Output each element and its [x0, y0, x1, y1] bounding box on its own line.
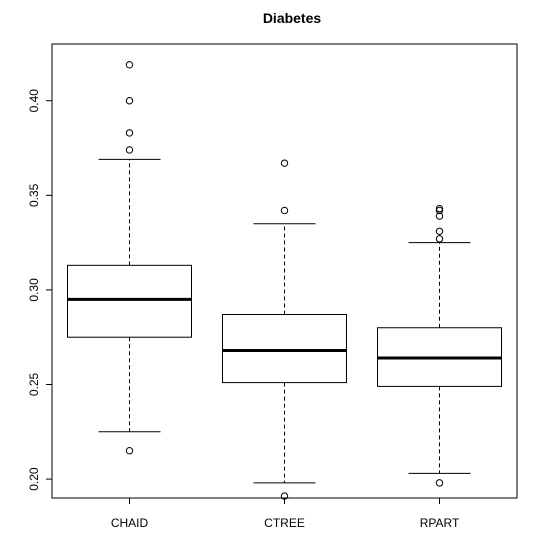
outlier-point: [435, 204, 444, 213]
outlier-point: [435, 227, 444, 235]
iqr-box: [67, 264, 192, 338]
box-rpart: [377, 204, 502, 487]
iqr-box: [222, 314, 347, 384]
outlier-point: [125, 129, 134, 137]
outlier-point: [435, 206, 444, 215]
y-tick-label: 0.35: [27, 183, 41, 207]
x-tick-label: CHAID: [111, 516, 149, 530]
outlier-point: [125, 61, 134, 69]
plot-area: 0.20 0.25 0.30 0.35 0.40 CHAID CTREE RPART: [27, 43, 518, 530]
outlier-point: [280, 206, 289, 215]
outlier-point: [435, 235, 444, 243]
outlier-point: [280, 159, 289, 167]
x-tick-label: CTREE: [264, 516, 305, 530]
y-tick-label: 0.25: [27, 372, 41, 396]
outlier-point: [125, 146, 134, 154]
y-tick-label: 0.40: [27, 89, 41, 113]
outlier-point: [280, 492, 289, 500]
box-ctree: [222, 159, 347, 500]
outlier-point: [125, 97, 134, 105]
y-tick-label: 0.20: [27, 467, 41, 491]
y-tick-label: 0.30: [27, 278, 41, 302]
box-chaid: [67, 61, 192, 455]
outlier-point: [435, 479, 444, 487]
x-tick-label: RPART: [420, 516, 460, 530]
outlier-point: [435, 212, 444, 220]
outlier-point: [125, 447, 134, 455]
chart-title: Diabetes: [263, 10, 322, 26]
